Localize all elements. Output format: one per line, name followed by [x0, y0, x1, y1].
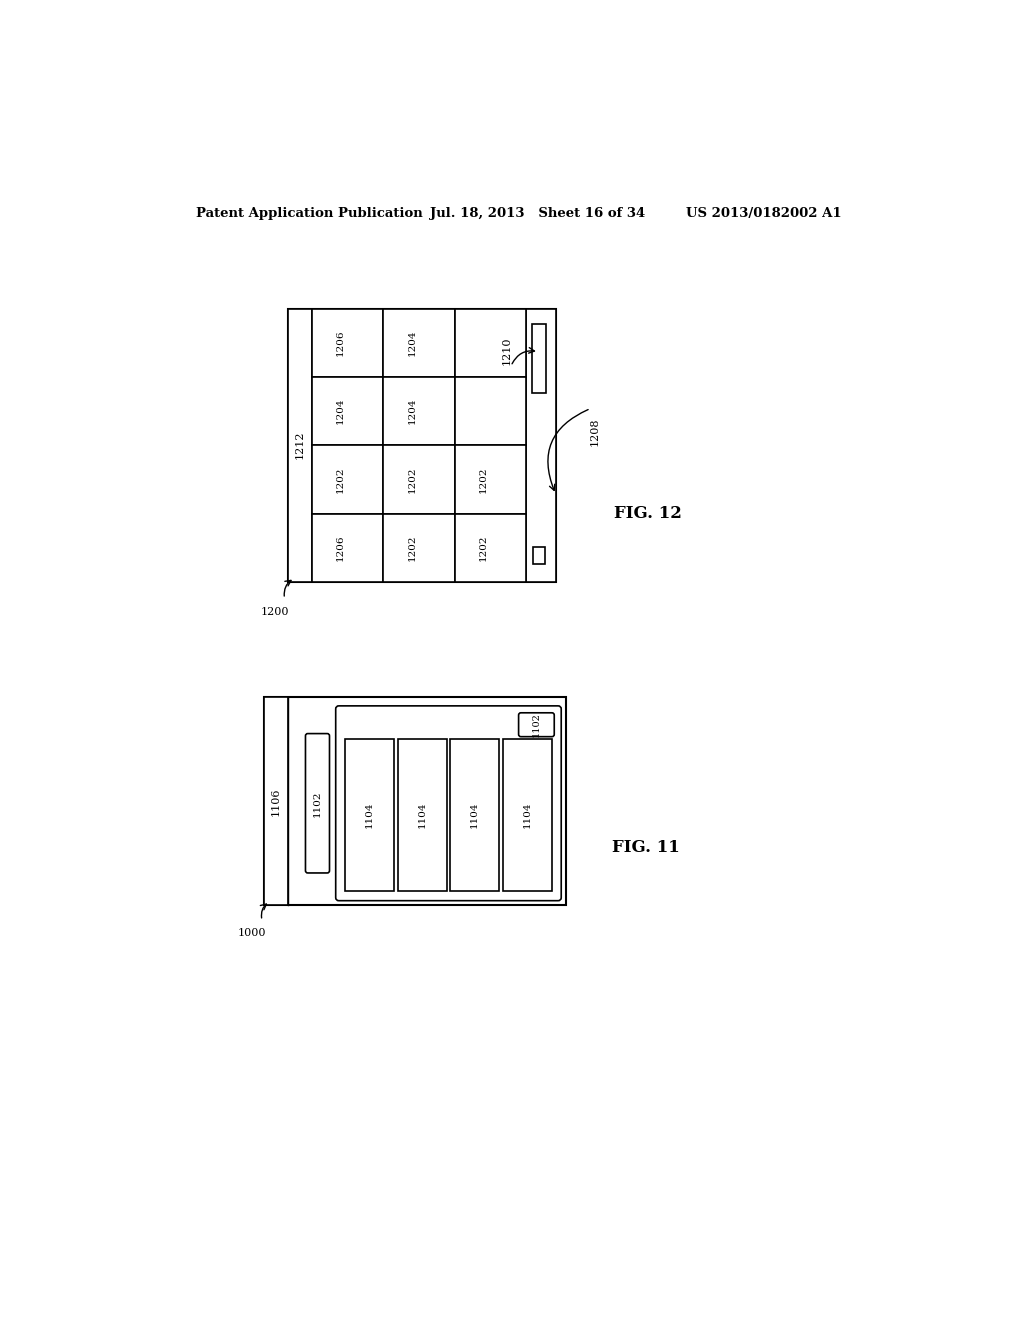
Bar [311, 445, 383, 513]
Text: 1106: 1106 [271, 787, 281, 816]
Text: FIG. 12: FIG. 12 [614, 506, 682, 523]
Bar [383, 445, 455, 513]
Bar [311, 378, 383, 445]
Text: 1200: 1200 [260, 607, 289, 616]
Text: 1102: 1102 [313, 791, 322, 817]
Text: FIG. 11: FIG. 11 [612, 838, 680, 855]
Text: 1206: 1206 [336, 330, 345, 356]
Text: 1202: 1202 [408, 466, 417, 492]
Text: 1104: 1104 [418, 803, 427, 829]
Bar [531, 323, 546, 393]
Text: 1202: 1202 [408, 535, 417, 561]
Text: 1204: 1204 [336, 397, 345, 424]
Bar [397, 739, 446, 891]
Bar [263, 697, 289, 906]
FancyBboxPatch shape [336, 706, 561, 900]
Bar [263, 697, 566, 906]
Bar [455, 445, 526, 513]
Text: 1102: 1102 [531, 713, 541, 737]
Text: Patent Application Publication: Patent Application Publication [197, 207, 423, 220]
Bar [383, 378, 455, 445]
Text: 1202: 1202 [479, 535, 487, 561]
Bar [532, 548, 545, 564]
FancyBboxPatch shape [305, 734, 330, 873]
Text: 1202: 1202 [336, 466, 345, 492]
Bar [455, 378, 526, 445]
Bar [289, 309, 556, 582]
Bar [455, 513, 526, 582]
Bar [383, 513, 455, 582]
Text: US 2013/0182002 A1: US 2013/0182002 A1 [686, 207, 842, 220]
Text: 1104: 1104 [366, 803, 374, 829]
Bar [311, 309, 383, 378]
Text: 1204: 1204 [408, 397, 417, 424]
Text: 1104: 1104 [522, 803, 531, 829]
Text: Jul. 18, 2013   Sheet 16 of 34: Jul. 18, 2013 Sheet 16 of 34 [430, 207, 645, 220]
Text: 1210: 1210 [502, 337, 512, 366]
Text: 1204: 1204 [408, 330, 417, 356]
Bar [455, 309, 526, 378]
Text: 1104: 1104 [470, 803, 479, 829]
Bar [450, 739, 500, 891]
Bar [289, 309, 311, 582]
Bar [345, 739, 394, 891]
Text: 1212: 1212 [295, 430, 305, 459]
Text: 1208: 1208 [590, 417, 599, 446]
Bar [503, 739, 552, 891]
Bar [311, 513, 383, 582]
Bar [383, 309, 455, 378]
Text: 1202: 1202 [479, 466, 487, 492]
Text: 1000: 1000 [238, 928, 266, 939]
FancyBboxPatch shape [518, 713, 554, 737]
Text: 1206: 1206 [336, 535, 345, 561]
Bar [526, 309, 556, 582]
